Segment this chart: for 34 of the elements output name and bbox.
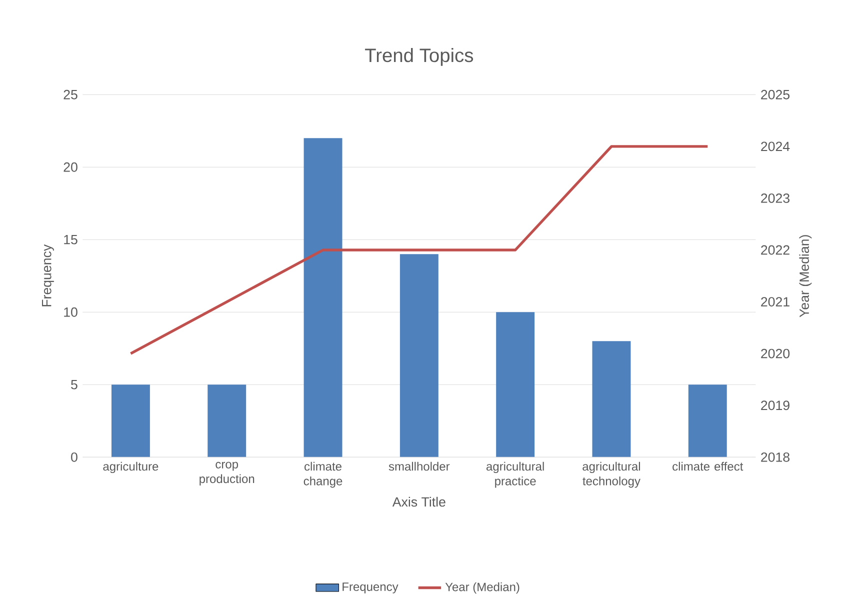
y2-tick-label: 2023 [761, 194, 790, 204]
x-tick-label: agriculture [103, 462, 158, 474]
bar [208, 384, 246, 458]
y-tick-label: 20 [64, 162, 78, 172]
y2-axis-title: Year (Median) [799, 235, 812, 318]
x-axis-title: Axis Title [392, 496, 446, 507]
chart-title: Trend Topics [365, 48, 474, 66]
bar [688, 384, 727, 458]
bar [496, 312, 535, 458]
y2-tick-label: 2018 [761, 452, 790, 462]
bar [592, 341, 631, 458]
y-axis-title: Frequency [42, 244, 54, 306]
bar [304, 138, 342, 458]
y2-tick-label: 2025 [761, 90, 790, 100]
y-tick-label: 15 [64, 235, 78, 244]
bar [400, 254, 438, 458]
x-tick-label: climate effect [672, 462, 744, 471]
legend-label: Frequency [342, 582, 398, 594]
y2-tick-label: 2020 [761, 348, 790, 358]
x-tick-label: smallholder [388, 462, 450, 471]
x-tick-label: crop production [200, 462, 254, 486]
y2-tick-label: 2024 [761, 142, 790, 152]
y-tick-label: 5 [71, 380, 78, 390]
x-tick-label: climate change [304, 462, 342, 488]
y2-tick-label: 2021 [761, 297, 790, 307]
x-tick-label: agricultural technology [582, 462, 640, 488]
y-tick-label: 0 [71, 452, 78, 462]
y2-tick-label: 2022 [761, 245, 790, 255]
y-tick-label: 25 [64, 90, 78, 100]
y2-tick-label: 2019 [761, 400, 790, 410]
x-tick-label: agricultural practice [486, 462, 544, 488]
y-tick-label: 10 [64, 308, 78, 317]
bar [111, 384, 150, 458]
legend-label: Year (Median) [445, 582, 520, 594]
